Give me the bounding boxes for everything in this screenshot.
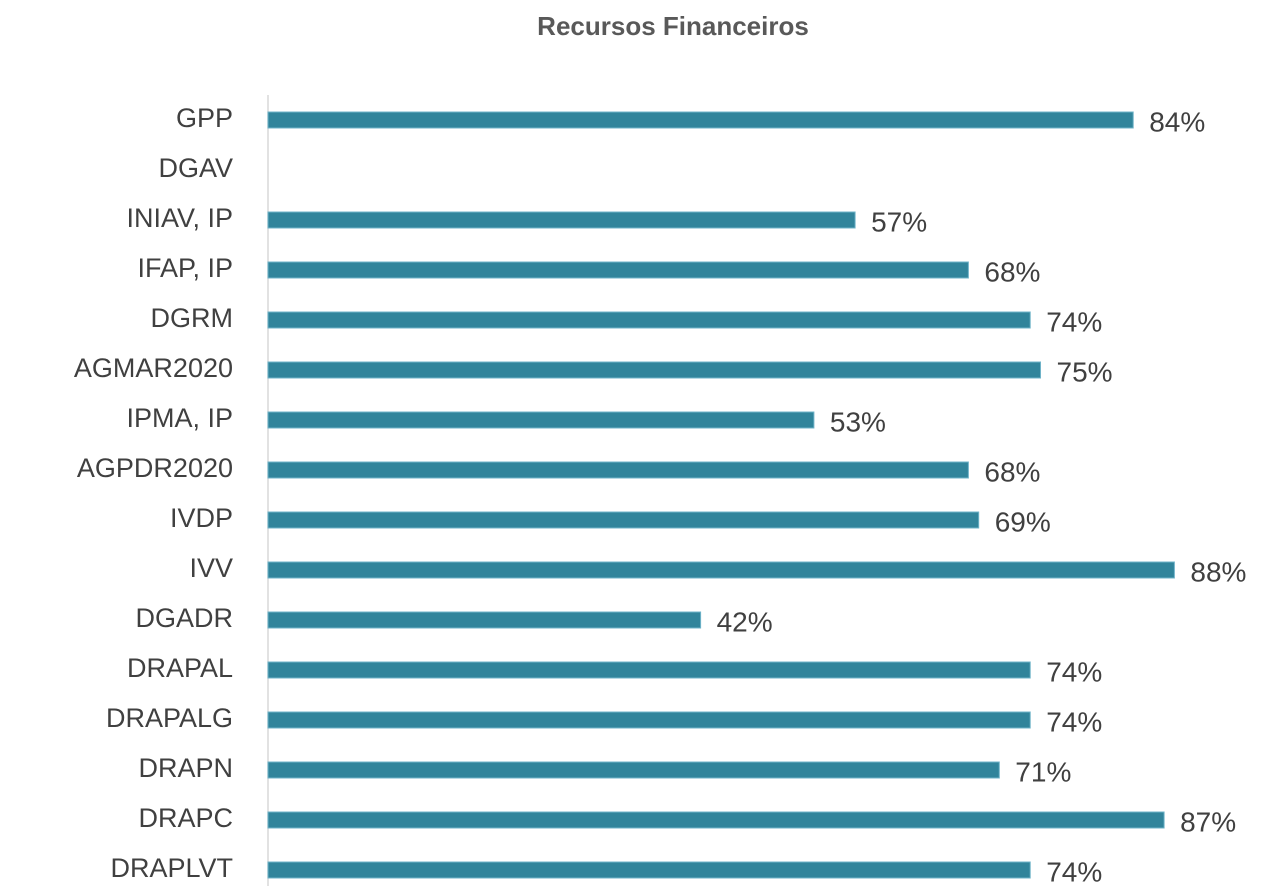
category-label: AGPDR2020 <box>77 453 233 483</box>
value-label: 69% <box>995 506 1051 537</box>
bar <box>267 711 1031 729</box>
value-label: 71% <box>1015 756 1071 787</box>
value-label: 53% <box>830 406 886 437</box>
value-label: 74% <box>1046 656 1102 687</box>
value-label: 87% <box>1180 806 1236 837</box>
value-label: 75% <box>1057 356 1113 387</box>
bar <box>267 861 1031 879</box>
value-label: 74% <box>1046 706 1102 737</box>
bar <box>267 811 1165 829</box>
category-label: DGAV <box>158 153 233 183</box>
bar <box>267 311 1031 329</box>
bar <box>267 511 980 529</box>
value-label: 84% <box>1149 106 1205 137</box>
bar <box>267 461 969 479</box>
category-label: GPP <box>176 103 233 133</box>
category-label: IFAP, IP <box>137 253 233 283</box>
bar <box>267 111 1134 129</box>
bar <box>267 411 815 429</box>
category-label: DGADR <box>135 603 233 633</box>
value-label: 57% <box>871 206 927 237</box>
value-label: 74% <box>1046 856 1102 886</box>
category-label: IVV <box>189 553 233 583</box>
chart-title: Recursos Financeiros <box>537 11 809 41</box>
bar <box>267 761 1000 779</box>
category-label: DRAPN <box>138 753 233 783</box>
category-label: DRAPLVT <box>110 853 233 883</box>
category-label: IVDP <box>170 503 233 533</box>
value-label: 88% <box>1190 556 1246 587</box>
value-label: 74% <box>1046 306 1102 337</box>
value-label: 42% <box>717 606 773 637</box>
value-label: 68% <box>984 256 1040 287</box>
category-label: DRAPAL <box>127 653 233 683</box>
bar <box>267 561 1175 579</box>
bar <box>267 661 1031 679</box>
bar <box>267 211 856 229</box>
category-label: DRAPC <box>138 803 233 833</box>
category-label: DGRM <box>151 303 234 333</box>
value-label: 68% <box>984 456 1040 487</box>
bar <box>267 611 702 629</box>
bar <box>267 261 969 279</box>
bar <box>267 361 1041 379</box>
category-label: AGMAR2020 <box>74 353 233 383</box>
category-label: INIAV, IP <box>126 203 233 233</box>
category-label: IPMA, IP <box>126 403 233 433</box>
category-label: DRAPALG <box>106 703 233 733</box>
